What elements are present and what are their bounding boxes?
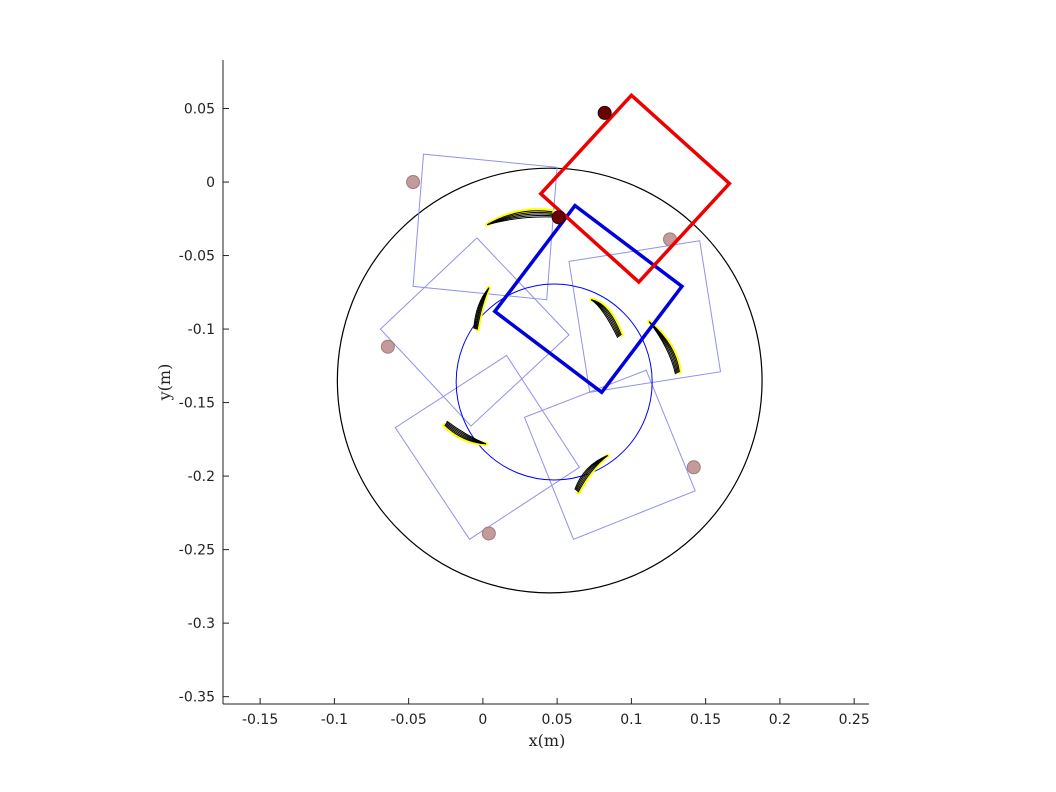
y-tick-label: -0.15: [179, 396, 215, 412]
trail-curve: [487, 210, 553, 226]
x-tick-label: 0.2: [769, 712, 791, 728]
x-tick-label: -0.15: [242, 712, 278, 728]
trail-curve: [591, 299, 622, 336]
x-tick-label: 0.05: [542, 712, 573, 728]
red-square: [538, 92, 732, 285]
x-tick-label: 0.25: [839, 712, 870, 728]
axes: -0.15 -0.1 -0.05 0 0.05 0.1 0.15 0.2 0.25 0.05 0 -0…: [179, 60, 870, 728]
y-tick-label: -0.3: [188, 616, 215, 632]
ghost-marker: [686, 460, 701, 475]
ghost-square: [379, 237, 570, 427]
ghost-square: [523, 369, 696, 540]
trail-curve: [444, 424, 486, 445]
y-tick-label: -0.1: [188, 322, 215, 338]
y-tick-label: 0.05: [184, 102, 215, 118]
y-tick-label: -0.05: [179, 249, 215, 265]
x-tick-label: 0: [478, 712, 487, 728]
x-axis-label: x(m): [529, 731, 566, 750]
ghost-square: [568, 240, 722, 393]
ghost-marker: [481, 526, 496, 541]
y-tick-label: -0.2: [188, 469, 215, 485]
outer-circle: [336, 167, 763, 594]
ghost-square: [394, 354, 581, 540]
x-tick-label: -0.05: [391, 712, 427, 728]
blue-square: [492, 203, 685, 395]
y-tick-label: -0.35: [179, 690, 215, 706]
plot-area: [336, 92, 763, 594]
y-tick-label: 0: [206, 175, 215, 191]
inner-circle: [455, 283, 653, 481]
trail-curve: [648, 321, 680, 373]
ghost-marker: [406, 175, 421, 190]
trail-curve: [476, 287, 490, 330]
dark-marker: [597, 105, 612, 120]
dark-marker: [551, 210, 566, 225]
x-tick-label: 0.15: [690, 712, 721, 728]
x-tick-label: -0.1: [321, 712, 348, 728]
ghost-square: [412, 153, 558, 301]
y-axis-label: y(m): [155, 364, 174, 402]
x-tick-label: 0.1: [620, 712, 642, 728]
trail-curve: [577, 455, 608, 493]
ghost-marker: [380, 339, 395, 354]
y-tick-label: -0.25: [179, 543, 215, 559]
